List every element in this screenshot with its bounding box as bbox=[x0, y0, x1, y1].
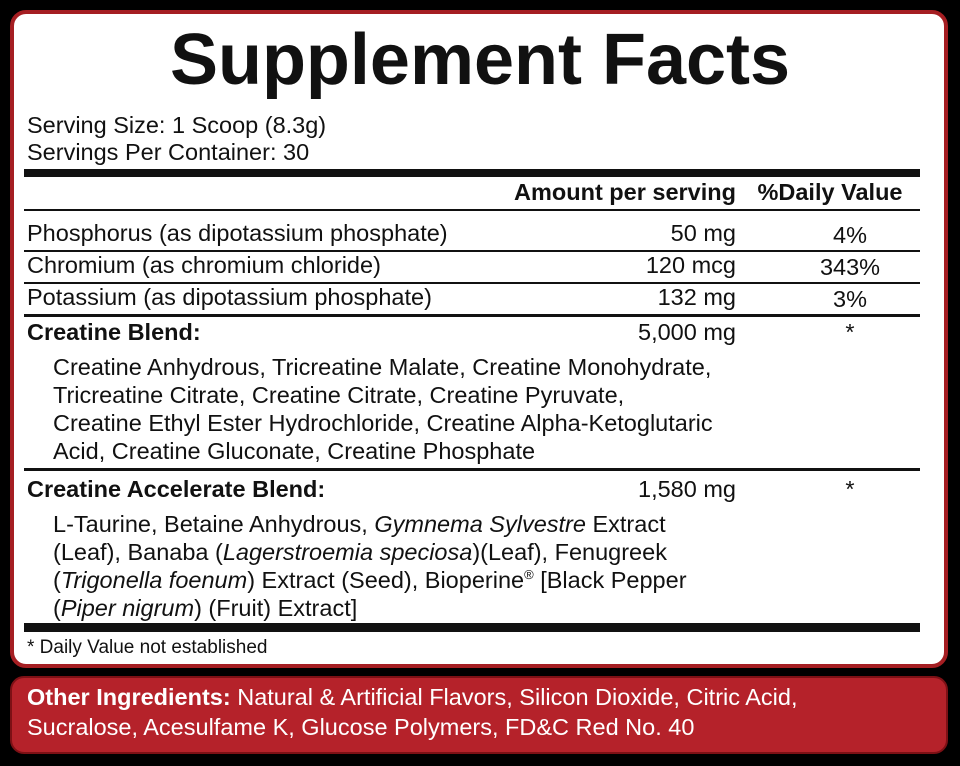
nutrient-name: Potassium (as dipotassium phosphate) bbox=[27, 284, 432, 310]
other-ingredients-text: Sucralose, Acesulfame K, Glucose Polymer… bbox=[27, 714, 695, 740]
other-ingredients-box bbox=[10, 676, 948, 754]
ingredient-text: Lagerstroemia speciosa bbox=[222, 539, 473, 565]
title: Supplement Facts bbox=[169, 20, 791, 100]
rule bbox=[24, 282, 920, 284]
nutrient-daily-value: 343% bbox=[819, 254, 881, 280]
rule bbox=[24, 314, 920, 317]
ingredient-text: Trigonella foenum bbox=[60, 567, 248, 593]
nutrient-amount: 120 mcg bbox=[645, 252, 736, 278]
ingredient-text: Creatine Ethyl Ester Hydrochloride, Crea… bbox=[53, 410, 713, 436]
blend-amount: 1,580 mg bbox=[638, 476, 736, 502]
blend-ingredients-line: Creatine Anhydrous, Tricreatine Malate, … bbox=[53, 353, 711, 381]
ingredient-text: ( bbox=[53, 595, 61, 621]
ingredient-text: Piper nigrum bbox=[60, 595, 195, 621]
blend-ingredients-line: (Leaf), Banaba (Lagerstroemia speciosa)(… bbox=[53, 538, 667, 566]
nutrient-amount: 132 mg bbox=[657, 284, 736, 310]
other-ingredients-label: Other Ingredients: bbox=[27, 684, 231, 710]
ingredient-text: ( bbox=[53, 567, 61, 593]
rule bbox=[24, 209, 920, 211]
ingredient-text: [Black Pepper bbox=[533, 567, 687, 593]
daily-value-header: %Daily Value bbox=[757, 179, 903, 205]
blend-ingredients-line: Tricreatine Citrate, Creatine Citrate, C… bbox=[53, 381, 624, 409]
blend-ingredients-line: L-Taurine, Betaine Anhydrous, Gymnema Sy… bbox=[53, 510, 666, 538]
ingredient-text: ) (Fruit) Extract] bbox=[194, 595, 358, 621]
blend-amount: 5,000 mg bbox=[638, 319, 736, 345]
ingredient-text: Creatine Anhydrous, Tricreatine Malate, … bbox=[53, 354, 712, 380]
blend-name: Creatine Accelerate Blend: bbox=[27, 476, 326, 502]
nutrient-name: Phosphorus (as dipotassium phosphate) bbox=[27, 220, 448, 246]
blend-ingredients-line: (Trigonella foenum) Extract (Seed), Biop… bbox=[53, 566, 687, 594]
blend-name: Creatine Blend: bbox=[27, 319, 201, 345]
blend-daily-value: * bbox=[845, 476, 855, 502]
rule bbox=[24, 250, 920, 252]
nutrient-daily-value: 3% bbox=[833, 286, 867, 312]
footnote: * Daily Value not established bbox=[27, 637, 268, 658]
nutrient-daily-value: 4% bbox=[833, 222, 867, 248]
ingredient-text: Tricreatine Citrate, Creatine Citrate, C… bbox=[53, 382, 625, 408]
blend-ingredients-line: (Piper nigrum) (Fruit) Extract] bbox=[53, 594, 357, 622]
thick-rule bbox=[24, 169, 920, 177]
other-ingredients-line: Other Ingredients: Natural & Artificial … bbox=[27, 683, 797, 711]
ingredient-text: L-Taurine, Betaine Anhydrous, bbox=[53, 511, 375, 537]
thick-rule bbox=[24, 623, 920, 632]
servings-per-container: Servings Per Container: 30 bbox=[27, 139, 310, 165]
ingredient-text: Extract bbox=[585, 511, 666, 537]
ingredient-text: Gymnema Sylvestre bbox=[374, 511, 586, 537]
other-ingredients-text: Natural & Artificial Flavors, Silicon Di… bbox=[237, 684, 798, 710]
ingredient-text: Acid, Creatine Gluconate, Creatine Phosp… bbox=[53, 438, 536, 464]
serving-size: Serving Size: 1 Scoop (8.3g) bbox=[27, 112, 327, 138]
ingredient-text: )(Leaf), Fenugreek bbox=[472, 539, 667, 565]
nutrient-name: Chromium (as chromium chloride) bbox=[27, 252, 381, 278]
blend-ingredients-line: Acid, Creatine Gluconate, Creatine Phosp… bbox=[53, 437, 535, 465]
ingredient-text: ® bbox=[524, 567, 534, 582]
blend-daily-value: * bbox=[845, 319, 855, 345]
ingredient-text: (Leaf), Banaba ( bbox=[53, 539, 223, 565]
nutrient-amount: 50 mg bbox=[670, 220, 736, 246]
facts-panel bbox=[10, 10, 948, 668]
ingredient-text: ) Extract (Seed), Bioperine bbox=[247, 567, 525, 593]
amount-header: Amount per serving bbox=[514, 179, 736, 205]
rule bbox=[24, 468, 920, 471]
blend-ingredients-line: Creatine Ethyl Ester Hydrochloride, Crea… bbox=[53, 409, 713, 437]
